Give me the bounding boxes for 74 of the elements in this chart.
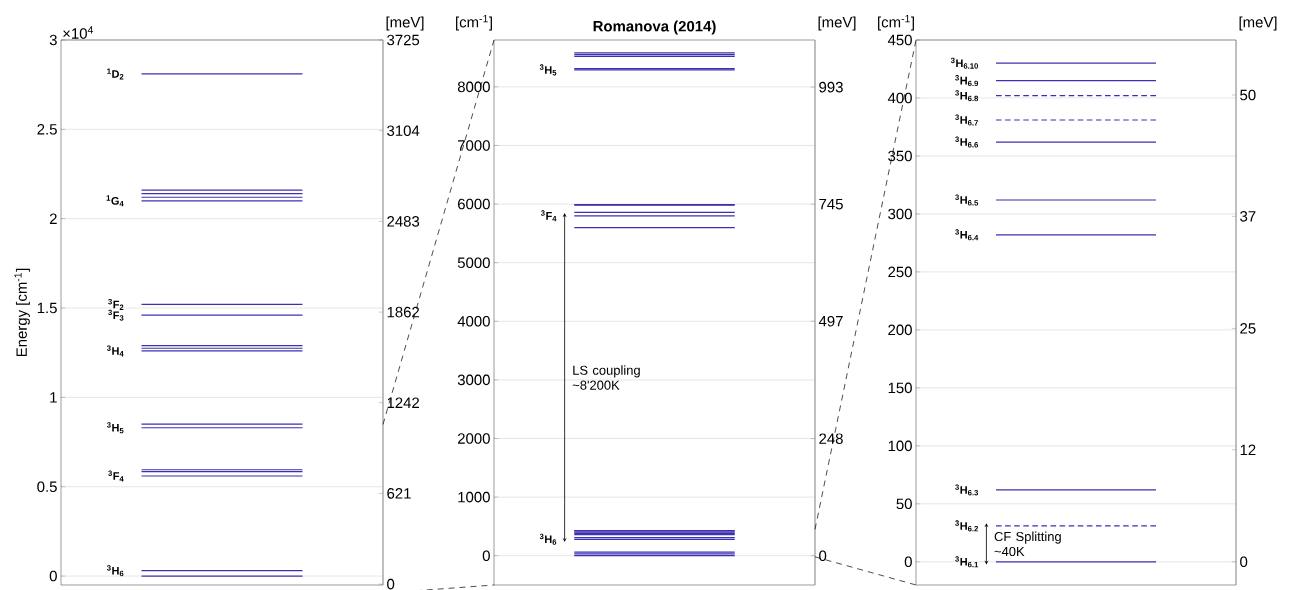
- series-label: $^{3}$H$_{6}$: [539, 533, 557, 545]
- series-label: $^{3}$H$_{6.7}$: [955, 114, 978, 126]
- y2-tick-label: 497: [818, 315, 843, 327]
- y2-tick-label: 621: [387, 488, 411, 499]
- y-tick-label: 150: [888, 382, 912, 394]
- series-label: $^{3}$H$_{6.4}$: [955, 229, 979, 241]
- y-tick-label: 7000: [458, 140, 490, 151]
- y-tick-label: 8000: [457, 81, 490, 93]
- y-tick-label: 4000: [457, 316, 490, 327]
- y-tick-label: 50: [896, 498, 912, 510]
- y-tick-label: 5000: [457, 257, 490, 268]
- series-label: $^{3}$F$_{2}$: [108, 298, 124, 310]
- y-tick-label: 2000: [457, 433, 490, 444]
- series-label: $^{3}$H$_{6.1}$: [955, 556, 979, 568]
- y-tick-label: 1.5: [37, 302, 57, 314]
- series-label: $^{3}$H$_{6.6}$: [955, 136, 979, 148]
- annotation: LS coupling ~8'200K: [572, 365, 640, 390]
- series-label: $^{3}$H$_{6.9}$: [955, 75, 979, 87]
- y2-tick-label: 2483: [387, 216, 420, 227]
- y2-tick-label: 1862: [387, 306, 420, 318]
- y2-axis-title: [meV]: [818, 16, 856, 31]
- y2-tick-label: 50: [1240, 89, 1256, 101]
- y-tick-label: 6000: [458, 198, 490, 210]
- y2-axis-title: [meV]: [1239, 16, 1277, 31]
- text: ×10$^{4}$: [63, 26, 94, 39]
- y2-tick-label: 3725: [387, 34, 420, 46]
- series-label: $^{3}$H$_{6.3}$: [955, 484, 979, 496]
- y-tick-label: 1: [50, 392, 57, 403]
- y-tick-label: 450: [887, 34, 912, 46]
- y-axis-title: [cm$^{-1}$]: [878, 14, 914, 31]
- series-label: $^{1}$D$_{2}$: [107, 68, 124, 80]
- series-label: $^{3}$F$_{4}$: [540, 210, 557, 222]
- y-tick-label: 200: [888, 324, 912, 336]
- series-label: $^{3}$H$_{6}$: [106, 565, 124, 577]
- y-tick-label: 3000: [457, 374, 490, 386]
- chart-title: Romanova (2014): [593, 20, 716, 35]
- series-label: $^{3}$H$_{5}$: [106, 422, 124, 434]
- series-label: $^{3}$H$_{6.2}$: [955, 520, 978, 532]
- y-tick-label: 0.5: [37, 481, 57, 492]
- y-tick-label: 3: [49, 34, 57, 46]
- y2-axis-title: [meV]: [386, 16, 424, 31]
- series-label: $^{3}$F$_{4}$: [108, 470, 124, 482]
- series-label: $^{3}$H$_{6.8}$: [955, 90, 979, 102]
- y-tick-label: 400: [887, 92, 912, 104]
- y-axis-title: Energy [cm$^{-1}$]: [14, 268, 30, 357]
- series-label: $^{3}$H$_{4}$: [106, 345, 124, 357]
- y-tick-label: 0: [482, 550, 490, 561]
- y2-tick-label: 745: [819, 198, 843, 210]
- y-axis-title: [cm$^{-1}$]: [456, 14, 492, 31]
- y-tick-label: 2: [49, 213, 57, 224]
- y2-tick-label: 993: [819, 81, 843, 93]
- y2-tick-label: 37: [1240, 211, 1256, 222]
- y2-tick-label: 248: [819, 433, 843, 444]
- y2-tick-label: 1242: [387, 397, 420, 408]
- y-tick-label: 2.5: [37, 124, 57, 135]
- y-tick-label: 300: [888, 208, 912, 220]
- y2-tick-label: 0: [1240, 556, 1248, 568]
- series-label: $^{3}$H$_{5}$: [539, 64, 557, 76]
- y2-tick-label: 12: [1240, 444, 1256, 455]
- y-tick-label: 250: [888, 266, 912, 278]
- y-tick-label: 100: [888, 440, 912, 452]
- y2-tick-label: 3104: [387, 125, 420, 136]
- series-label: $^{3}$H$_{6.5}$: [955, 194, 979, 206]
- series-label: $^{3}$H$_{6.10}$: [950, 57, 978, 69]
- annotation: CF Splitting ~40K: [994, 531, 1061, 557]
- series-label: $^{1}$G$_{4}$: [106, 195, 124, 207]
- y-tick-label: 1000: [458, 491, 490, 503]
- y-tick-label: 0: [49, 570, 57, 582]
- y-tick-label: 0: [904, 556, 912, 568]
- y-tick-label: 350: [888, 150, 912, 162]
- y2-tick-label: 0: [819, 550, 827, 561]
- y2-tick-label: 25: [1240, 323, 1256, 334]
- y2-tick-label: 0: [387, 578, 395, 590]
- series-label: $^{3}$F$_{3}$: [108, 309, 124, 321]
